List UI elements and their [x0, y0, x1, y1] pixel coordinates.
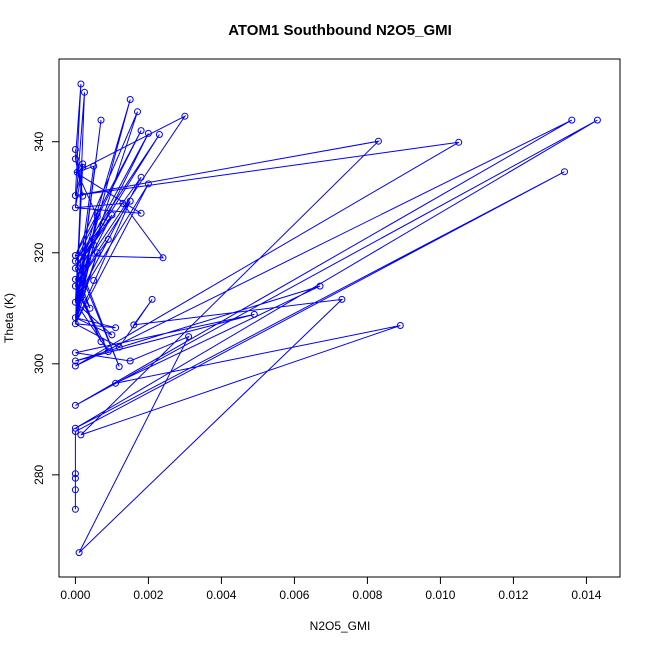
plot-frame — [58, 58, 621, 578]
points-layer — [71, 80, 601, 557]
data-point — [71, 275, 79, 283]
data-point — [250, 310, 258, 318]
data-point — [155, 131, 163, 138]
data-point — [115, 363, 123, 371]
data-point — [79, 160, 87, 168]
x-tick-label: 0.008 — [352, 588, 382, 602]
data-point — [81, 88, 88, 96]
series-line — [74, 83, 598, 553]
data-point — [77, 431, 85, 439]
data-point — [71, 401, 79, 409]
data-point — [97, 338, 105, 346]
y-tick-label: 300 — [32, 353, 46, 373]
y-tick-label: 320 — [32, 242, 46, 262]
data-point — [93, 213, 101, 221]
x-tick-label: 0.000 — [60, 588, 90, 602]
y-tick-label: 340 — [32, 131, 46, 151]
data-point — [144, 129, 152, 137]
y-tick-label: 280 — [32, 465, 46, 485]
data-point — [71, 362, 79, 370]
data-point — [316, 282, 324, 290]
data-point — [137, 127, 145, 135]
data-point — [119, 199, 127, 207]
x-tick-label: 0.006 — [279, 588, 309, 602]
x-tick-label: 0.004 — [206, 588, 236, 602]
data-point — [561, 168, 568, 176]
data-point — [112, 324, 120, 332]
data-point — [71, 474, 79, 482]
data-point — [93, 209, 101, 217]
data-point — [130, 321, 138, 329]
data-point — [115, 343, 123, 351]
data-point — [79, 192, 87, 200]
data-point — [73, 168, 81, 176]
data-point — [71, 505, 79, 513]
data-point — [93, 249, 101, 257]
data-point — [71, 252, 79, 259]
data-point — [86, 304, 94, 312]
data-point — [104, 348, 112, 356]
data-point — [137, 173, 145, 181]
data-point — [126, 96, 134, 103]
data-point — [71, 298, 79, 306]
data-point — [455, 138, 463, 146]
data-point — [71, 424, 79, 432]
data-point — [71, 192, 79, 200]
data-point — [90, 162, 98, 170]
data-point — [71, 314, 79, 322]
data-point — [148, 295, 156, 303]
x-tick-label: 0.010 — [425, 588, 455, 602]
data-point — [71, 264, 79, 272]
data-point — [79, 163, 87, 171]
data-point — [90, 277, 98, 284]
data-point — [101, 218, 109, 226]
data-point — [71, 428, 79, 435]
data-point — [97, 116, 105, 124]
data-point — [338, 295, 346, 303]
x-tick-label: 0.012 — [498, 588, 528, 602]
data-point — [71, 155, 79, 163]
data-point — [134, 108, 141, 116]
data-point — [159, 254, 167, 262]
series-layer — [74, 83, 598, 553]
data-point — [593, 116, 601, 124]
data-point — [126, 357, 134, 365]
x-tick-label: 0.002 — [133, 588, 163, 602]
data-point — [71, 470, 79, 478]
data-point — [71, 349, 79, 357]
x-axis-label: N2O5_GMI — [310, 619, 371, 633]
data-point — [71, 204, 79, 212]
data-point — [71, 486, 79, 494]
data-point — [104, 235, 112, 243]
data-point — [90, 241, 98, 249]
x-axis: 0.000 0.002 0.004 0.006 0.008 0.010 0.012 0.014 — [60, 577, 602, 602]
data-point — [77, 80, 85, 88]
data-point — [181, 112, 189, 120]
data-point — [71, 146, 79, 153]
data-point — [75, 549, 83, 557]
data-point — [396, 322, 404, 329]
chart-title: ATOM1 Southbound N2O5_GMI — [228, 22, 452, 39]
y-axis-label: Theta (K) — [2, 293, 16, 343]
data-point — [568, 116, 576, 124]
data-point — [144, 180, 152, 188]
data-point — [108, 331, 116, 339]
x-tick-label: 0.014 — [571, 588, 601, 602]
data-point — [71, 282, 79, 290]
data-point — [137, 209, 145, 217]
data-point — [185, 333, 193, 341]
data-point — [82, 245, 90, 253]
data-point — [71, 357, 79, 365]
data-point — [112, 379, 120, 387]
y-axis: 280 300 320 340 — [32, 131, 59, 485]
data-point — [108, 211, 116, 219]
data-point — [374, 137, 382, 145]
data-point — [126, 197, 134, 205]
